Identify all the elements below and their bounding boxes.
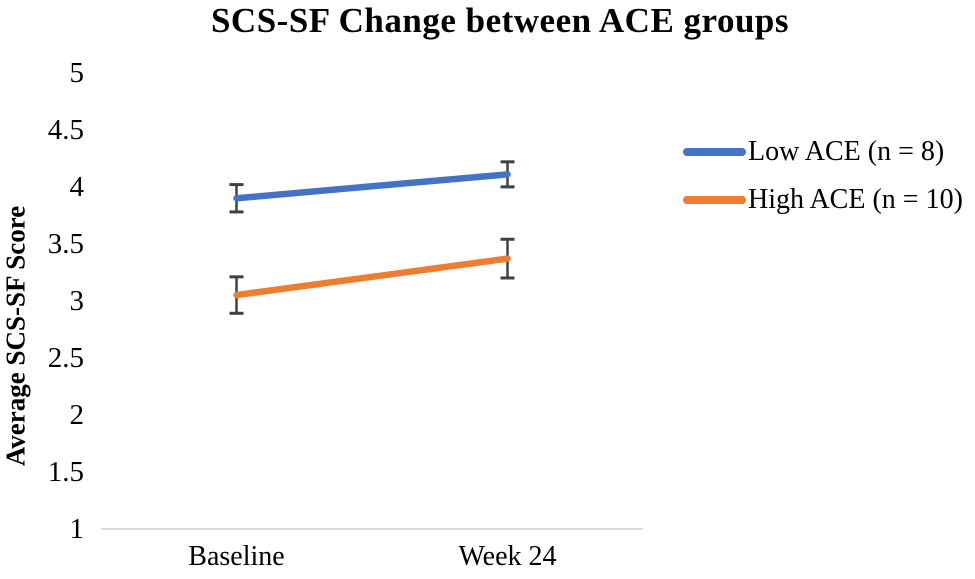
y-axis-tick-label: 1.5	[47, 455, 84, 488]
series-line-0	[233, 171, 511, 202]
y-axis-tick-label: 2	[69, 398, 85, 431]
y-axis-tick-label: 1	[69, 512, 85, 545]
x-axis-line	[101, 528, 643, 530]
legend-label-low-ace: Low ACE (n = 8)	[748, 135, 945, 167]
y-axis-tick-label: 5	[69, 57, 85, 89]
x-axis-tick-label: Baseline	[188, 541, 285, 572]
series-line-1	[233, 255, 511, 299]
y-axis-tick-label: 3	[69, 284, 85, 317]
legend-label-high-ace: High ACE (n = 10)	[748, 183, 963, 215]
y-axis-tick-label: 3.5	[47, 227, 84, 260]
y-axis-tick-label: 2.5	[47, 341, 84, 374]
legend-item-high-ace: High ACE (n = 10)	[683, 183, 963, 216]
y-axis-tick-label: 4	[69, 170, 85, 203]
x-axis-tick-label: Week 24	[458, 541, 557, 572]
y-axis-tick-label: 4.5	[47, 113, 84, 146]
legend-item-low-ace: Low ACE (n = 8)	[683, 135, 963, 168]
legend-swatch-high-ace	[683, 195, 746, 204]
chart-title: SCS-SF Change between ACE groups	[210, 1, 790, 40]
legend-swatch-low-ace	[683, 147, 746, 156]
legend: Low ACE (n = 8) High ACE (n = 10)	[683, 135, 963, 231]
